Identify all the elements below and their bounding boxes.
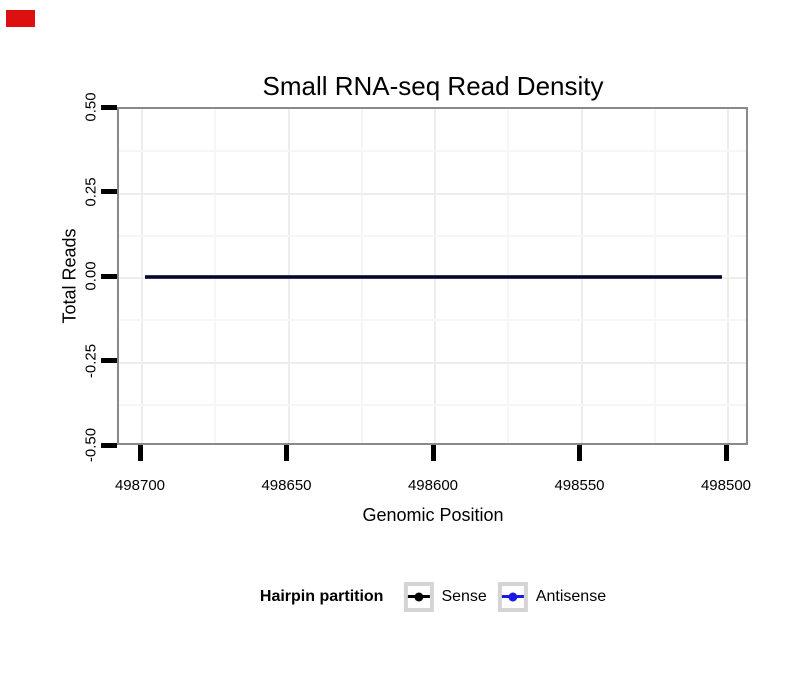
x-axis-tick (577, 445, 582, 461)
read-density-line (145, 275, 722, 279)
legend-key-icon (403, 582, 434, 612)
legend-label: Sense (441, 588, 487, 605)
x-axis-title: Genomic Position (362, 505, 504, 525)
y-tick-label: -0.25 (82, 343, 100, 378)
legend: Hairpin partition Sense Antisense (260, 582, 606, 612)
y-axis-tick (101, 273, 117, 279)
gridline (727, 109, 729, 443)
y-tick-label: 0.00 (82, 261, 100, 291)
y-tick-label: 0.25 (82, 176, 100, 207)
legend-entry: Sense (403, 582, 487, 612)
y-axis-tick (101, 442, 117, 448)
red-marker-box (6, 10, 35, 27)
x-tick-label: 498550 (554, 477, 605, 494)
y-tick-label: -0.50 (82, 427, 100, 463)
x-tick-label: 498650 (261, 477, 312, 494)
x-axis-tick (723, 445, 729, 461)
y-axis-title: Total Reads (59, 228, 80, 324)
gridline (119, 319, 746, 322)
x-tick-label: 498700 (114, 477, 166, 494)
plot-panel (117, 107, 748, 445)
y-axis-tick (101, 358, 117, 363)
gridline (119, 192, 746, 195)
y-axis-tick (101, 104, 117, 110)
legend-key-icon (497, 582, 528, 612)
legend-label: Antisense (535, 588, 607, 605)
x-axis-tick (430, 445, 436, 461)
legend-key-dot (413, 592, 423, 602)
gridline (119, 361, 746, 364)
x-axis-tick (284, 445, 289, 461)
gridline (119, 150, 746, 153)
x-tick-label: 498600 (407, 477, 459, 494)
y-tick-label: 0.50 (82, 92, 100, 122)
x-tick-label: 498500 (700, 477, 752, 494)
legend-key-dot (508, 592, 518, 602)
x-axis-tick (137, 445, 143, 461)
chart-title: Small RNA-seq Read Density (262, 71, 604, 101)
y-axis-tick (101, 189, 117, 194)
gridline (119, 403, 746, 406)
gridline (119, 234, 746, 237)
legend-title: Hairpin partition (259, 588, 384, 605)
gridline (141, 109, 143, 443)
legend-entry: Antisense (497, 582, 607, 612)
